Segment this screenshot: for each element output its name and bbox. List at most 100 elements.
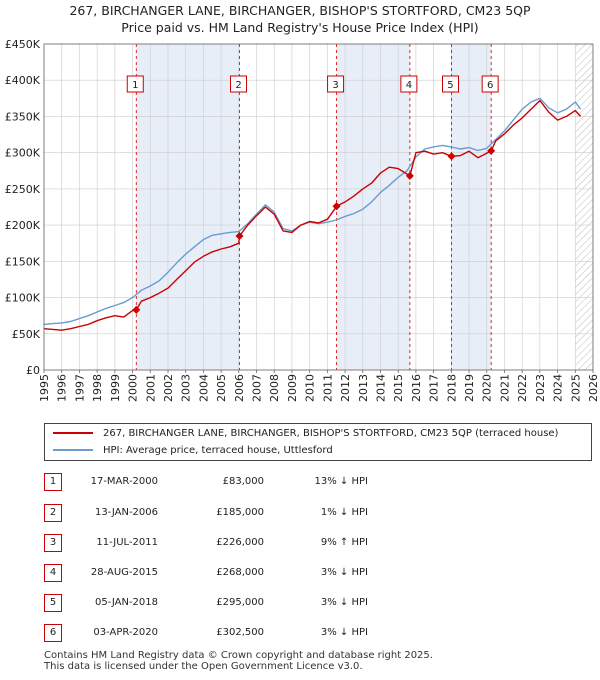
x-tick-label: 2000 — [127, 374, 140, 402]
sale-hpi-diff: 3% ↓ HPI — [320, 597, 368, 608]
sale-label-box — [400, 75, 418, 93]
x-tick-label: 2024 — [552, 374, 565, 402]
x-tick-label: 2014 — [374, 374, 387, 402]
sale-point — [235, 231, 244, 240]
legend-item-hpi: HPI: Average price, terraced house, Uttl… — [53, 443, 333, 459]
legend-label-hpi: HPI: Average price, terraced house, Uttl… — [103, 445, 333, 456]
table-row: 6 03-APR-2020 £302,500 3% ↓ HPI — [0, 624, 600, 646]
sale-date: 13-JAN-2006 — [94, 507, 158, 518]
ownership-period-shade — [451, 44, 492, 370]
x-tick-label: 2009 — [286, 374, 299, 402]
x-tick-label: 2026 — [587, 374, 600, 402]
forecast-hatch-region — [575, 44, 593, 370]
footer-attribution: Contains HM Land Registry data © Crown c… — [44, 650, 433, 672]
x-tick-label: 2006 — [233, 374, 246, 402]
footer-line-2: This data is licensed under the Open Gov… — [44, 661, 363, 672]
sale-point — [132, 305, 141, 314]
chart-title: 267, BIRCHANGER LANE, BIRCHANGER, BISHOP… — [0, 2, 600, 36]
x-tick-label: 2025 — [569, 374, 582, 402]
sale-price: £268,000 — [216, 567, 264, 578]
sale-point — [447, 152, 456, 161]
x-tick-label: 2013 — [357, 374, 370, 402]
x-tick-label: 2007 — [251, 374, 264, 402]
x-tick-label: 2001 — [144, 374, 157, 402]
sale-point — [487, 146, 496, 155]
sale-label: 1 — [132, 80, 138, 91]
sale-hpi-diff: 9% ↑ HPI — [320, 537, 368, 548]
y-tick-label: £300K — [5, 147, 41, 160]
table-row: 1 17-MAR-2000 £83,000 13% ↓ HPI — [0, 473, 600, 495]
x-tick-label: 2010 — [304, 374, 317, 402]
sale-hpi-diff: 3% ↓ HPI — [320, 567, 368, 578]
ownership-period-shade — [136, 44, 240, 370]
y-tick-label: £0 — [26, 364, 40, 377]
sale-label-box — [230, 75, 248, 93]
sale-point — [332, 202, 341, 211]
x-tick-label: 1999 — [109, 374, 122, 402]
x-tick-label: 1996 — [56, 374, 69, 402]
x-tick-label: 2016 — [410, 374, 423, 402]
y-tick-label: £400K — [5, 74, 41, 87]
sale-price: £295,000 — [216, 597, 264, 608]
sale-number-badge: 3 — [44, 534, 62, 552]
sale-point — [405, 171, 414, 180]
sale-number-badge: 6 — [44, 624, 62, 642]
chart-title-line-1: 267, BIRCHANGER LANE, BIRCHANGER, BISHOP… — [69, 3, 531, 18]
chart-legend: 267, BIRCHANGER LANE, BIRCHANGER, BISHOP… — [44, 423, 592, 461]
y-tick-label: £350K — [5, 110, 41, 123]
x-tick-label: 2004 — [197, 374, 210, 402]
sale-hpi-diff: 13% ↓ HPI — [314, 476, 368, 487]
x-tick-label: 1998 — [91, 374, 104, 402]
table-row: 5 05-JAN-2018 £295,000 3% ↓ HPI — [0, 594, 600, 616]
sale-label-box — [327, 75, 345, 93]
sale-label-box — [441, 75, 459, 93]
x-tick-label: 2023 — [534, 374, 547, 402]
sale-price: £83,000 — [222, 476, 264, 487]
sale-label: 2 — [235, 80, 241, 91]
sale-price: £185,000 — [216, 507, 264, 518]
sale-number-badge: 5 — [44, 594, 62, 612]
sale-hpi-diff: 3% ↓ HPI — [320, 627, 368, 638]
x-tick-label: 2019 — [463, 374, 476, 402]
y-tick-label: £150K — [5, 255, 41, 268]
table-row: 2 13-JAN-2006 £185,000 1% ↓ HPI — [0, 504, 600, 526]
table-row: 3 11-JUL-2011 £226,000 9% ↑ HPI — [0, 534, 600, 556]
x-tick-label: 2022 — [516, 374, 529, 402]
sale-label: 4 — [406, 80, 412, 91]
x-tick-label: 2012 — [339, 374, 352, 402]
sale-label: 6 — [487, 80, 493, 91]
x-tick-label: 2018 — [445, 374, 458, 402]
sale-price: £226,000 — [216, 537, 264, 548]
sale-label-box — [481, 75, 499, 93]
sale-price: £302,500 — [216, 627, 264, 638]
sale-label: 5 — [447, 80, 453, 91]
x-tick-label: 2002 — [162, 374, 175, 402]
x-tick-label: 2005 — [215, 374, 228, 402]
sale-date: 05-JAN-2018 — [94, 597, 158, 608]
sale-date: 17-MAR-2000 — [90, 476, 158, 487]
x-tick-label: 1997 — [73, 374, 86, 402]
ownership-period-shade — [336, 44, 410, 370]
x-tick-label: 2015 — [392, 374, 405, 402]
plot-frame — [43, 43, 594, 371]
price-chart: 1 2 3 4 5 6 £0 £50K £100K £150K £200K £250K £300K £3… — [5, 38, 600, 402]
x-tick-label: 2003 — [180, 374, 193, 402]
table-row: 4 28-AUG-2015 £268,000 3% ↓ HPI — [0, 564, 600, 586]
x-tick-label: 2021 — [498, 374, 511, 402]
y-tick-label: £100K — [5, 292, 41, 305]
x-tick-label: 2008 — [268, 374, 281, 402]
y-tick-label: £450K — [5, 38, 41, 51]
x-tick-label: 2017 — [428, 374, 441, 402]
x-tick-label: 2011 — [321, 374, 334, 402]
sale-hpi-diff: 1% ↓ HPI — [320, 507, 368, 518]
y-tick-label: £200K — [5, 219, 41, 232]
sale-number-badge: 2 — [44, 504, 62, 522]
legend-swatch-hpi — [53, 449, 93, 451]
sale-date: 03-APR-2020 — [93, 627, 158, 638]
footer-line-1: Contains HM Land Registry data © Crown c… — [44, 650, 433, 661]
sale-date: 28-AUG-2015 — [90, 567, 158, 578]
hpi-line — [43, 97, 582, 326]
legend-label-property: 267, BIRCHANGER LANE, BIRCHANGER, BISHOP… — [103, 428, 559, 439]
x-tick-label: 1995 — [38, 374, 51, 402]
legend-swatch-property — [53, 432, 93, 434]
